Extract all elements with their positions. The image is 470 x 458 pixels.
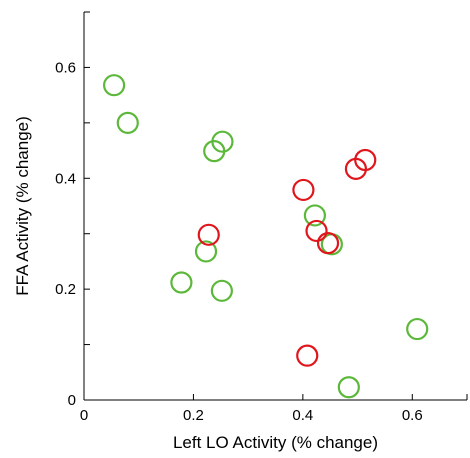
data-point: [305, 219, 328, 243]
data-point: [303, 204, 326, 227]
data-point: [344, 157, 368, 180]
data-point: [203, 140, 226, 163]
axis-ticks: 0 0.2 0.4 0.6 0 0.2 0.4 0.6: [55, 11, 468, 424]
axes: [83, 12, 467, 401]
data-point: [116, 111, 139, 134]
x-tick-label: 0: [80, 407, 88, 424]
y-tick-label: 0.4: [55, 170, 76, 187]
x-tick-label: 0.2: [183, 407, 204, 424]
data-point: [292, 178, 315, 202]
data-point: [296, 344, 319, 367]
data-point: [406, 317, 429, 341]
y-tick-label: 0: [68, 392, 76, 409]
data-point: [337, 376, 360, 399]
x-axis-title: Left LO Activity (% change): [173, 433, 378, 452]
data-point: [102, 74, 126, 97]
data-points: [102, 74, 429, 399]
x-tick-label: 0.6: [402, 407, 423, 424]
data-point: [210, 279, 233, 302]
x-tick-label: 0.4: [292, 407, 313, 424]
data-point: [194, 240, 218, 263]
y-tick-label: 0.6: [55, 59, 76, 76]
y-tick-label: 0.2: [55, 281, 76, 298]
data-point: [197, 223, 220, 246]
y-axis-title: FFA Activity (% change): [13, 116, 32, 296]
data-point: [170, 271, 193, 294]
data-point: [316, 232, 340, 255]
